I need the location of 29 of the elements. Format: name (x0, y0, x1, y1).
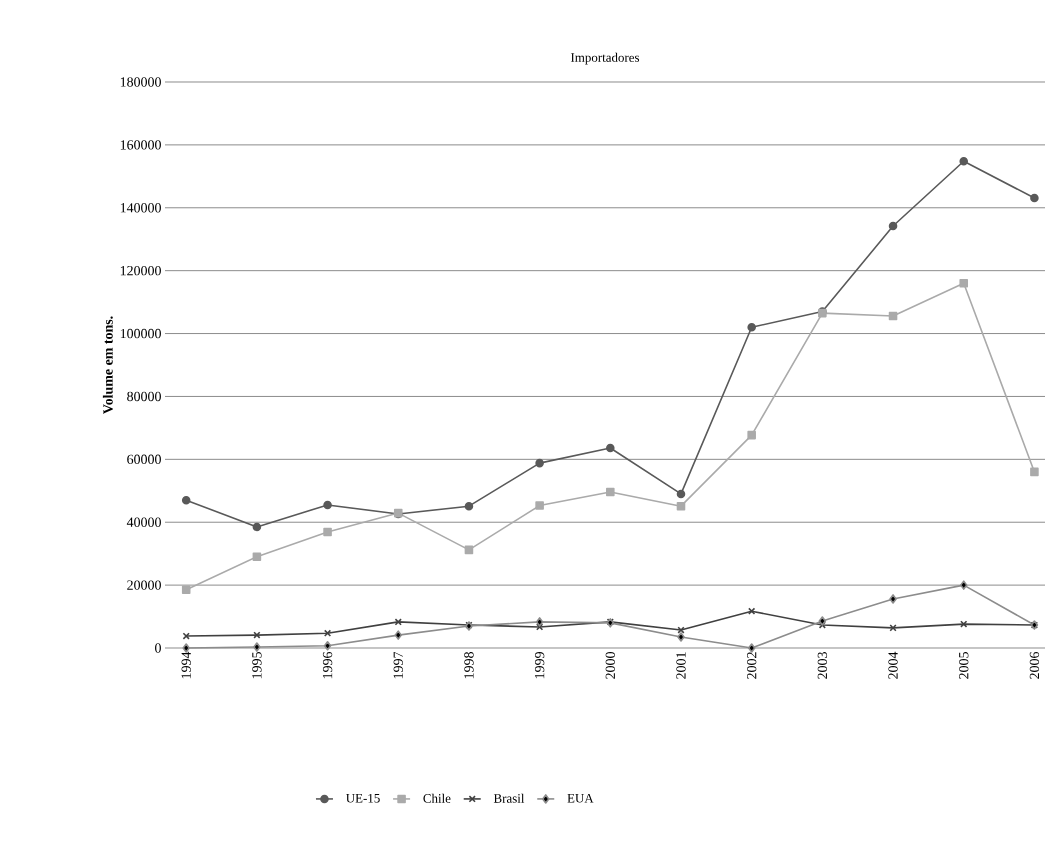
y-tick-label: 80000 (127, 391, 161, 402)
x-tick-label: 2001 (676, 652, 686, 679)
chart-title: Importadores (570, 52, 640, 65)
y-tick-label: 180000 (120, 77, 161, 87)
x-tick-label: 1995 (252, 652, 262, 679)
legend-label: Chile (423, 793, 451, 803)
x-tick-label: 2005 (959, 652, 969, 679)
x-tick-label: 2002 (746, 652, 757, 679)
x-tick-label: 2000 (605, 652, 616, 679)
y-tick-label: 140000 (120, 203, 161, 213)
y-tick-label: 100000 (120, 328, 161, 339)
y-tick-label: 0 (155, 643, 161, 653)
legend-label: UE-15 (346, 793, 380, 803)
y-tick-label: 120000 (120, 265, 161, 276)
x-tick-label: 2004 (888, 651, 898, 679)
x-tick-label: 2003 (817, 652, 828, 679)
x-tick-label: 1996 (322, 651, 333, 679)
y-tick-label: 60000 (127, 454, 161, 465)
y-axis-title: Volume em tons. (102, 316, 113, 414)
y-tick-label: 40000 (126, 517, 161, 527)
legend-label: EUA (567, 793, 594, 803)
x-tick-label: 1994 (181, 651, 191, 679)
x-tick-label: 1998 (464, 652, 474, 679)
x-tick-label: 1997 (393, 651, 403, 679)
x-tick-label: 1999 (534, 652, 545, 679)
y-tick-label: 20000 (127, 580, 161, 590)
legend-label: Brasil (493, 793, 525, 803)
x-tick-label: 2006 (1029, 651, 1040, 679)
y-tick-label: 160000 (120, 140, 161, 150)
